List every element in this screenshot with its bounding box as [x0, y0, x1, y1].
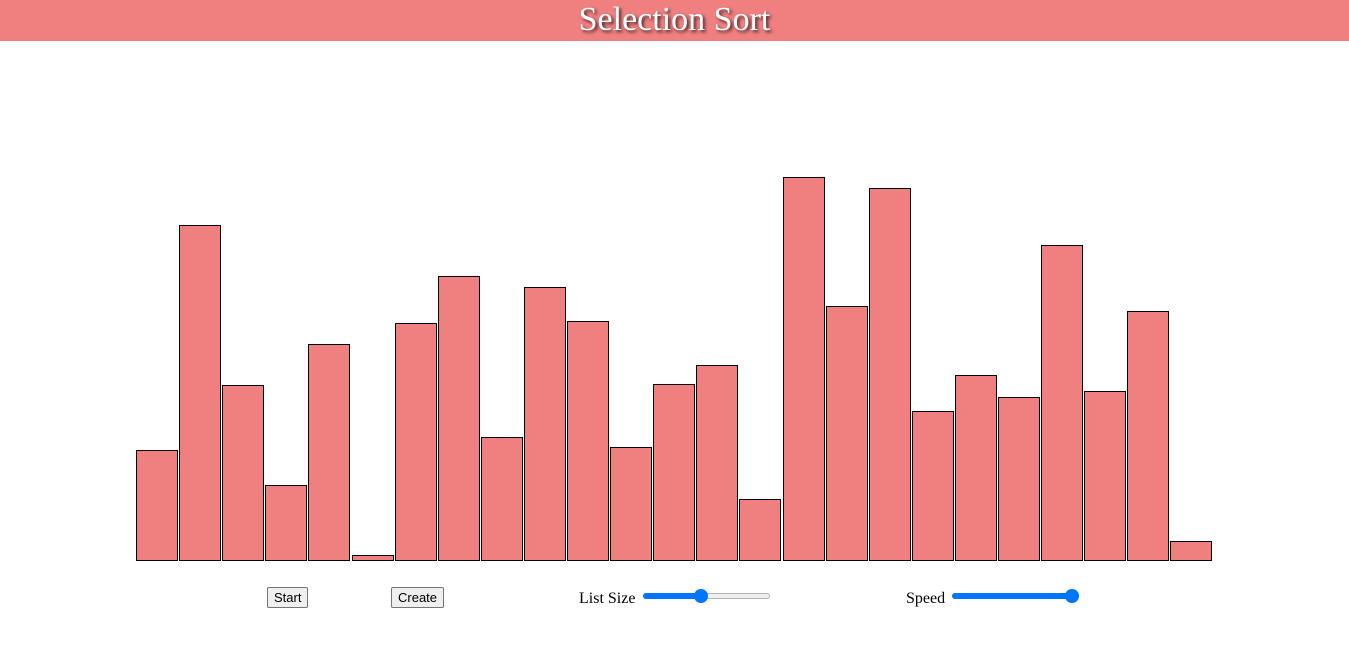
list-size-slider-thumb[interactable]	[693, 589, 708, 603]
bar	[610, 447, 652, 561]
bar	[1127, 311, 1169, 561]
bar	[308, 344, 350, 561]
bar	[352, 555, 394, 561]
bar	[653, 384, 695, 561]
bar	[955, 375, 997, 561]
create-button[interactable]: Create	[391, 587, 445, 608]
bar	[826, 306, 868, 561]
start-button[interactable]: Start	[267, 587, 309, 608]
bar	[222, 385, 264, 561]
speed-slider-fill	[952, 593, 1072, 599]
bar	[524, 287, 566, 561]
speed-slider-thumb[interactable]	[1065, 589, 1079, 603]
bar	[696, 365, 738, 561]
speed-slider[interactable]	[952, 588, 1079, 604]
bar	[783, 177, 825, 561]
bar	[136, 450, 178, 561]
bar	[869, 188, 911, 561]
bar	[481, 437, 523, 561]
list-size-slider[interactable]	[643, 588, 770, 604]
bar	[1170, 541, 1212, 561]
bar	[1041, 245, 1083, 561]
bar	[912, 411, 954, 561]
bar	[1084, 391, 1126, 561]
bar	[395, 323, 437, 561]
page-title: Selection Sort	[578, 1, 771, 38]
page-header: Selection Sort	[0, 0, 1349, 41]
bar	[265, 485, 307, 561]
bar	[179, 225, 221, 561]
speed-label: Speed	[906, 590, 946, 607]
bar	[998, 397, 1040, 561]
list-size-slider-fill	[643, 593, 701, 599]
bar	[567, 321, 609, 561]
list-size-label: List Size	[579, 590, 636, 607]
bar	[739, 499, 781, 561]
bar	[438, 276, 480, 561]
